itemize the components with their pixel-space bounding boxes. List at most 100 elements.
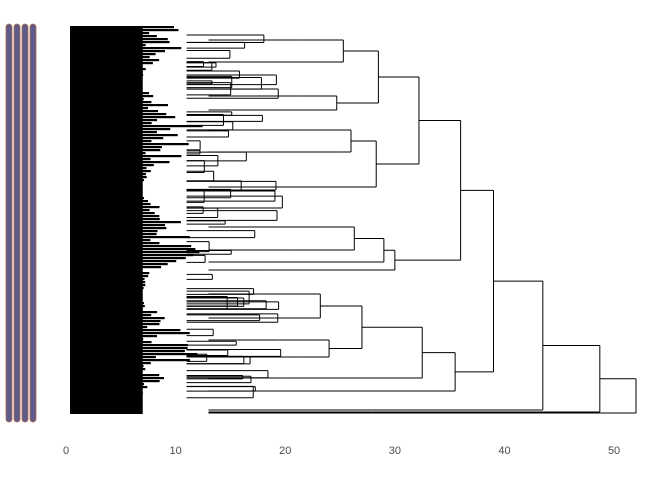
leaf-fringe <box>142 137 164 139</box>
x-tick-label: 0 <box>63 445 69 457</box>
leaf-fringe <box>142 167 147 169</box>
leaf-fringe <box>142 224 165 226</box>
leaf-fringe <box>142 200 148 202</box>
leaf-fringe <box>142 95 153 97</box>
leaf-fringe <box>142 113 167 115</box>
leaf-fringe <box>142 197 144 199</box>
leaf-fringe <box>142 104 168 106</box>
leaf-fringe <box>142 170 151 172</box>
leaf-bar-2 <box>14 24 20 422</box>
x-tick-label: 40 <box>498 445 510 457</box>
leaf-fringe <box>142 74 143 76</box>
leaf-fringe <box>142 38 168 40</box>
leaf-fringe <box>142 332 190 334</box>
leaf-fringe <box>142 56 150 58</box>
leaf-fringe <box>142 53 156 55</box>
leaf-fringe <box>142 377 164 379</box>
leaf-fringe <box>142 329 181 331</box>
leaf-fringe <box>142 281 145 283</box>
leaf-fringe <box>142 257 186 259</box>
leaf-fringe <box>142 356 156 358</box>
leaf-fringe <box>142 155 182 157</box>
leaf-fringe <box>142 227 167 229</box>
x-tick-label: 30 <box>389 445 401 457</box>
leaf-fringe <box>142 266 161 268</box>
leaf-fringe <box>142 107 148 109</box>
leaf-fringe <box>142 32 149 34</box>
leaf-fringe <box>142 62 153 64</box>
leaf-fringe <box>142 50 165 52</box>
leaf-fringe <box>142 173 146 175</box>
leaf-fringe <box>142 221 181 223</box>
leaf-fringe <box>142 338 143 340</box>
leaf-fringe <box>142 335 157 337</box>
leaf-fringe <box>142 323 160 325</box>
leaf-fringe <box>142 350 185 352</box>
leaf-fringe <box>142 311 157 313</box>
leaf-fringe <box>142 236 190 238</box>
leaf-fringe <box>142 134 178 136</box>
leaf-fringe <box>142 275 148 277</box>
leaf-fringe <box>142 287 144 289</box>
leaf-bar-1 <box>6 24 12 422</box>
leaf-fringe <box>142 92 149 94</box>
leaf-fringe <box>142 371 143 373</box>
leaf-fringe <box>142 116 175 118</box>
leaf-fringe <box>142 146 162 148</box>
leaf-fringe <box>142 140 152 142</box>
leaf-fringe <box>142 35 157 37</box>
leaf-fringe <box>142 164 154 166</box>
leaf-fringe <box>142 47 182 49</box>
leaf-fringe <box>142 65 143 67</box>
x-tick-label: 10 <box>169 445 181 457</box>
leaf-fringe <box>142 308 143 310</box>
leaf-fringe <box>142 260 176 262</box>
leaf-fringe <box>142 149 161 151</box>
x-tick-label: 20 <box>279 445 291 457</box>
leaf-fringe <box>142 68 146 70</box>
leaf-fringe <box>142 284 146 286</box>
leaf-fringe <box>142 242 160 244</box>
leaf-fringe <box>142 110 158 112</box>
leaf-fringe <box>142 272 150 274</box>
leaf-fringe <box>142 143 189 145</box>
leaf-fringe <box>142 341 152 343</box>
leaf-fringe <box>142 41 170 43</box>
leaf-color-bars <box>6 24 36 422</box>
leaf-fringe <box>142 305 145 307</box>
leaf-fringe <box>142 29 179 31</box>
leaf-fringe <box>142 359 190 361</box>
leaf-fringe <box>142 326 147 328</box>
leaf-fringe <box>142 302 144 304</box>
leaf-fringe <box>142 215 160 217</box>
leaf-fringe <box>142 122 152 124</box>
leaf-fringe <box>142 209 150 211</box>
dense-leaf-block <box>70 26 203 414</box>
leaf-fringe <box>142 362 151 364</box>
leaf-fringe <box>142 347 188 349</box>
leaf-fringe <box>142 131 157 133</box>
leaf-fringe <box>142 248 196 250</box>
leaf-fringe <box>142 239 151 241</box>
leaf-fringe <box>142 392 143 394</box>
leaf-fringe <box>142 263 168 265</box>
leaf-fringe <box>142 218 160 220</box>
leaf-bar-3 <box>22 24 28 422</box>
leaf-fringe <box>142 380 160 382</box>
dendrogram-branches <box>187 35 636 413</box>
leaf-fringe <box>142 299 143 301</box>
leaf-fringe <box>142 158 151 160</box>
leaf-fringe <box>142 314 151 316</box>
leaf-fringe <box>142 203 151 205</box>
leaf-fringe <box>142 278 145 280</box>
leaf-fringe <box>142 176 147 178</box>
leaf-fringe <box>142 98 144 100</box>
leaf-fringe <box>142 245 191 247</box>
leaf-bar-4 <box>30 24 36 422</box>
leaf-fringe <box>142 44 146 46</box>
leaf-fringe <box>142 383 144 385</box>
leaf-fringe <box>142 26 174 28</box>
leaf-fringe <box>142 365 144 367</box>
leaf-fringe <box>142 233 157 235</box>
